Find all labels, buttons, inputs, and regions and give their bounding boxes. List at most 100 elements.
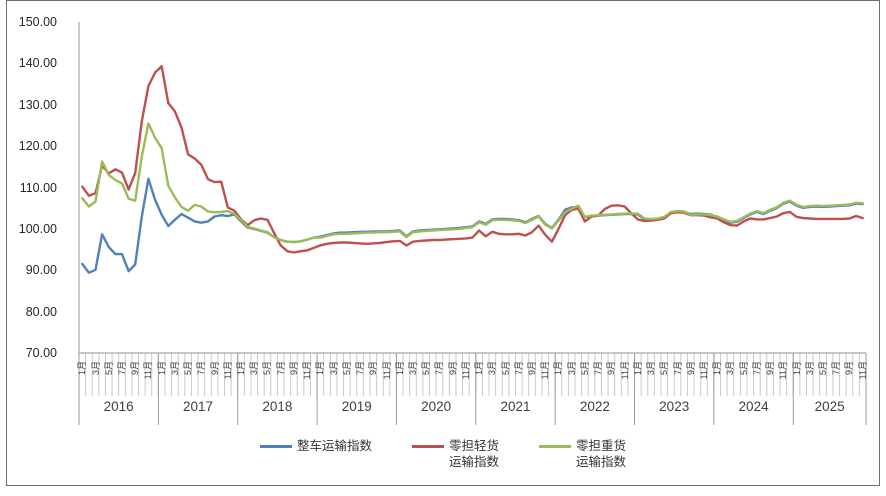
year-label: 2018: [262, 399, 293, 414]
y-axis-tick-label: 120.00: [18, 139, 57, 154]
month-label: 1月: [553, 361, 563, 398]
month-label-text: 5月: [818, 361, 828, 376]
month-label-text: 1月: [156, 361, 167, 376]
month-label: 3月: [91, 361, 101, 398]
month-label: 5月: [421, 361, 431, 398]
month-label-text: 11月: [778, 361, 789, 380]
year-label: 2019: [341, 399, 372, 414]
month-label: 5月: [342, 361, 352, 398]
y-axis-tick-label: 130.00: [18, 97, 57, 112]
month-label: 9月: [527, 361, 537, 398]
month-label-text: 11月: [698, 361, 709, 380]
legend-label: 零担轻货 运输指数: [448, 439, 499, 469]
month-label-text: 1月: [791, 361, 802, 376]
month-label: 1月: [236, 361, 246, 398]
month-label-text: 7月: [513, 361, 524, 376]
month-label: 11月: [223, 361, 233, 398]
month-label-text: 7月: [751, 361, 762, 376]
month-label: 3月: [725, 361, 735, 398]
month-label-text: 1月: [394, 361, 405, 376]
month-label: 3月: [646, 361, 656, 398]
month-label-text: 3月: [804, 361, 815, 376]
month-label-text: 5月: [500, 361, 511, 376]
month-label-text: 3月: [566, 361, 577, 376]
month-label-text: 7月: [672, 361, 683, 376]
month-label-text: 11月: [381, 361, 392, 380]
month-label-text: 9月: [765, 361, 776, 376]
month-label-text: 7月: [196, 361, 207, 376]
month-label: 9月: [130, 361, 140, 398]
month-label-text: 3月: [169, 361, 180, 376]
month-label: 3月: [408, 361, 418, 398]
month-label-text: 7月: [275, 361, 286, 376]
month-label-text: 7月: [593, 361, 604, 376]
month-label: 11月: [302, 361, 312, 398]
month-label-text: 9月: [447, 361, 458, 376]
month-label-text: 9月: [606, 361, 617, 376]
month-label: 9月: [606, 361, 616, 398]
legend-label: 零担重货 运输指数: [576, 439, 627, 469]
month-label-text: 9月: [288, 361, 299, 376]
legend-label: 整车运输指数: [296, 439, 372, 453]
y-axis-tick-label: 70.00: [25, 346, 57, 360]
month-label: 5月: [580, 361, 590, 398]
month-label: 3月: [805, 361, 815, 398]
month-label-text: 3月: [725, 361, 736, 376]
month-label: 11月: [143, 361, 153, 398]
month-label: 7月: [831, 361, 841, 398]
month-label: 11月: [858, 361, 868, 398]
month-label: 5月: [501, 361, 511, 398]
month-label-text: 5月: [738, 361, 749, 376]
month-label-text: 11月: [460, 361, 471, 380]
month-label-text: 11月: [857, 361, 868, 380]
chart-legend: 整车运输指数 零担轻货 运输指数 零担重货 运输指数: [0, 438, 886, 470]
month-label: 9月: [289, 361, 299, 398]
month-label-text: 3月: [328, 361, 339, 376]
month-label: 1月: [712, 361, 722, 398]
month-label: 11月: [699, 361, 709, 398]
month-label: 7月: [434, 361, 444, 398]
month-label: 9月: [765, 361, 775, 398]
month-label-text: 3月: [407, 361, 418, 376]
month-label-text: 3月: [249, 361, 260, 376]
legend-swatch-green: [539, 445, 571, 448]
year-label: 2025: [814, 399, 845, 414]
month-label: 1月: [474, 361, 484, 398]
legend-item-ltl-heavy: 零担重货 运输指数: [539, 438, 626, 470]
month-label: 11月: [461, 361, 471, 398]
month-label-text: 9月: [209, 361, 220, 376]
month-label-text: 5月: [103, 361, 114, 376]
month-label-text: 3月: [646, 361, 657, 376]
month-label: 7月: [196, 361, 206, 398]
month-label-text: 7月: [355, 361, 366, 376]
month-label: 3月: [567, 361, 577, 398]
year-label: 2017: [183, 399, 214, 414]
year-label: 2021: [500, 399, 531, 414]
month-label: 7月: [355, 361, 365, 398]
month-label: 11月: [778, 361, 788, 398]
y-axis-tick-label: 80.00: [25, 304, 57, 319]
month-label: 7月: [117, 361, 127, 398]
y-axis-tick-label: 100.00: [18, 221, 57, 236]
month-label: 3月: [329, 361, 339, 398]
month-label: 11月: [382, 361, 392, 398]
month-label-text: 9月: [527, 361, 538, 376]
month-label-text: 5月: [659, 361, 670, 376]
year-label: 2020: [421, 399, 452, 414]
month-label-text: 11月: [143, 361, 154, 380]
legend-item-ltl-light: 零担轻货 运输指数: [411, 438, 499, 470]
month-label-text: 1月: [315, 361, 326, 376]
month-label: 5月: [739, 361, 749, 398]
y-axis-tick-label: 150.00: [18, 15, 57, 29]
month-label: 1月: [77, 361, 87, 398]
chart-border: [6, 0, 880, 486]
month-label: 5月: [659, 361, 669, 398]
month-label: 5月: [262, 361, 272, 398]
y-axis-tick-label: 90.00: [25, 263, 57, 278]
month-label: 1月: [792, 361, 802, 398]
month-label: 5月: [183, 361, 193, 398]
month-label-text: 9月: [368, 361, 379, 376]
year-label: 2023: [659, 399, 690, 414]
